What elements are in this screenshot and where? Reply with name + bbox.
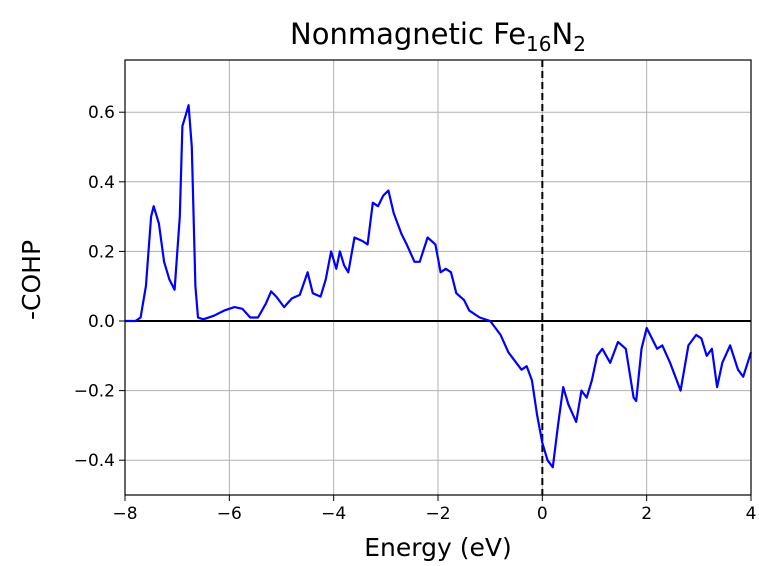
y-tick-label: 0.4 [88, 173, 115, 193]
plot-frame [124, 59, 752, 496]
title-text: N [552, 17, 574, 51]
x-tick-label: −2 [425, 504, 450, 524]
data-line [125, 104, 753, 469]
x-tick-label: 4 [746, 504, 757, 524]
title-text: Nonmagnetic Fe [290, 17, 526, 51]
y-tick-label: 0.6 [88, 103, 115, 123]
title-subscript: 16 [526, 32, 551, 56]
y-tick-label: 0.0 [88, 312, 115, 332]
chart-title: Nonmagnetic Fe16N2 [290, 17, 586, 56]
x-tick-label: −8 [112, 504, 137, 524]
x-axis-label: Energy (eV) [364, 533, 511, 562]
y-axis-label: -COHP [17, 240, 46, 320]
x-tick-label: 0 [537, 504, 548, 524]
y-tick-label: −0.2 [74, 382, 115, 402]
x-tick-label: −4 [321, 504, 346, 524]
title-subscript: 2 [573, 32, 586, 56]
y-tick-label: 0.2 [88, 242, 115, 262]
x-tick-label: 2 [641, 504, 652, 524]
x-tick-label: −6 [217, 504, 242, 524]
y-tick-label: −0.4 [74, 451, 115, 471]
